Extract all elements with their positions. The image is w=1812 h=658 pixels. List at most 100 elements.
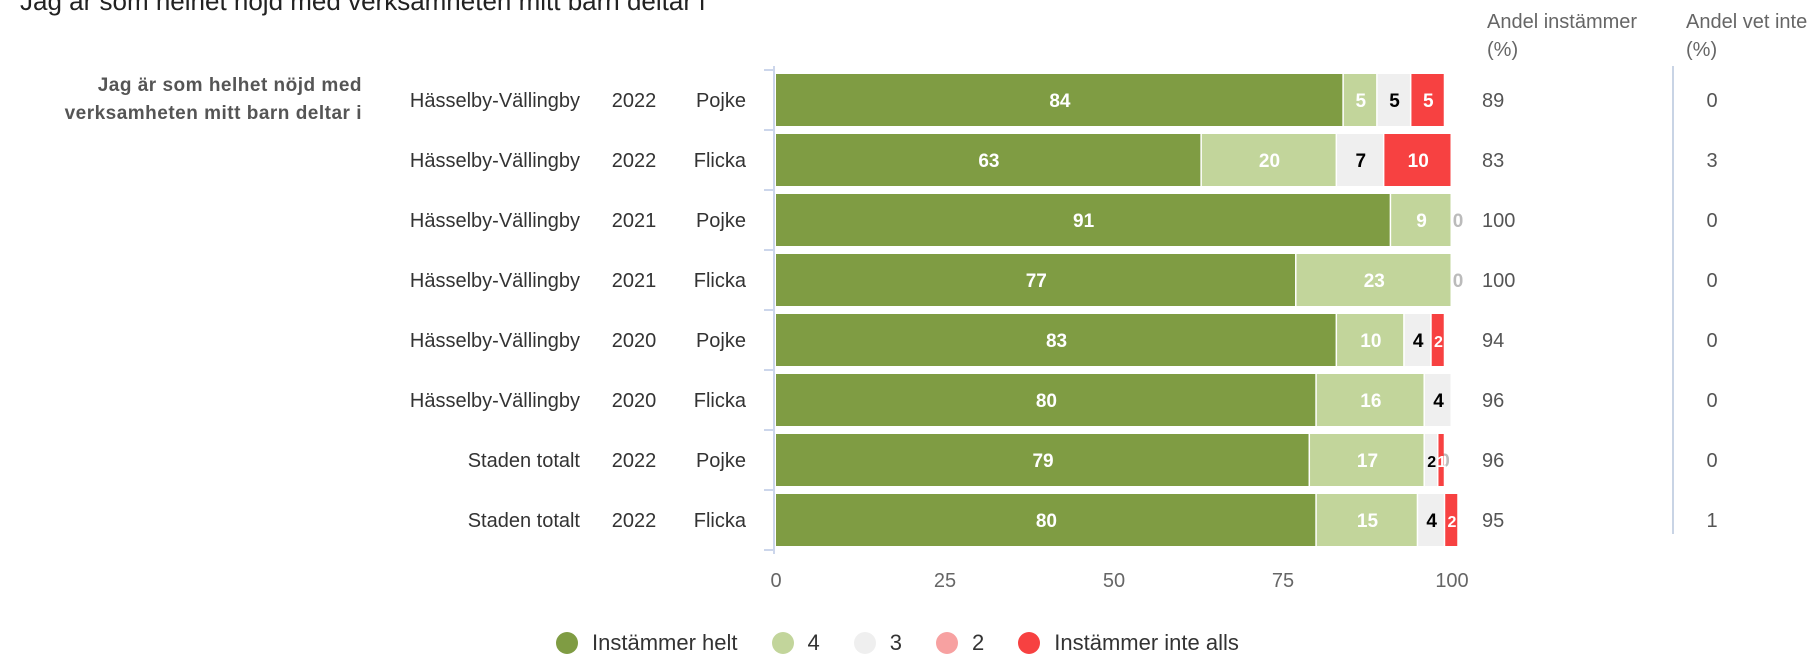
legend-item[interactable]: Instämmer inte alls <box>1018 630 1239 656</box>
row-label-year: 2021 <box>612 270 657 292</box>
bar-data-label: 4 <box>1413 331 1424 352</box>
bar-segment <box>1310 434 1424 486</box>
bar-segment <box>1424 374 1451 426</box>
row-label-area: Hässelby-Vällingby <box>410 330 580 352</box>
legend-item[interactable]: 2 <box>936 630 984 656</box>
bar-data-label: 2 <box>1434 334 1443 351</box>
row-label-gender: Flicka <box>694 270 747 292</box>
dont-know-value: 0 <box>1706 330 1717 352</box>
agree-value: 100 <box>1482 210 1515 232</box>
legend-item[interactable]: Instämmer helt <box>556 630 738 656</box>
row-label-gender: Flicka <box>694 510 747 532</box>
bar-data-label: 2 <box>1448 514 1457 531</box>
bar-data-label: 80 <box>1036 511 1057 532</box>
row-label-area: Hässelby-Vällingby <box>410 150 580 172</box>
bar-data-label: 79 <box>1032 451 1053 472</box>
bar-data-label: 4 <box>1433 391 1444 412</box>
bar-data-label: 0 <box>1439 451 1450 472</box>
bar-segment <box>1377 74 1410 126</box>
bar-segment <box>776 134 1201 186</box>
bar-data-label: 0 <box>1453 211 1464 232</box>
question-label: Jag är som helhet nöjd med verksamheten … <box>64 75 362 124</box>
legend-item[interactable]: 3 <box>853 630 902 656</box>
bar-segment <box>1391 194 1451 246</box>
row-label-area: Hässelby-Vällingby <box>410 210 580 232</box>
bar-segment <box>776 194 1390 246</box>
row-label-area: Staden totalt <box>468 510 581 532</box>
row-label-gender: Pojke <box>696 210 746 232</box>
row-label-year: 2020 <box>612 330 657 352</box>
stacked-bar-chart: Hässelby-Vällingby2022Pojke845505890Häss… <box>410 66 1718 592</box>
bar-segment <box>1438 434 1444 486</box>
bar-data-label: 10 <box>1408 151 1429 172</box>
bar-data-label: 83 <box>1046 331 1067 352</box>
header-agree: Andel instämmer (%) <box>1487 11 1638 61</box>
legend-label: Instämmer inte alls <box>1054 630 1239 655</box>
dont-know-value: 0 <box>1706 270 1717 292</box>
bar-data-label: 17 <box>1357 451 1378 472</box>
legend: Instämmer helt 4 3 2 Instämmer inte alls <box>556 628 1273 658</box>
legend-dot-icon <box>556 632 578 654</box>
bar-segment <box>776 74 1343 126</box>
legend-item[interactable]: 4 <box>771 630 820 656</box>
bar-data-label: 10 <box>1360 331 1381 352</box>
agree-value: 94 <box>1482 330 1504 352</box>
agree-value: 89 <box>1482 90 1504 112</box>
bar-segment <box>1431 314 1444 366</box>
bar-segment <box>776 434 1309 486</box>
x-tick-label: 0 <box>770 570 781 592</box>
legend-dot-icon <box>771 632 794 654</box>
row-label-gender: Pojke <box>696 330 746 352</box>
bar-data-label: 23 <box>1364 271 1385 292</box>
bar-segment <box>776 254 1296 306</box>
bar-segment <box>1445 494 1458 546</box>
bar-segment <box>1411 74 1444 126</box>
bar-segment <box>776 494 1316 546</box>
bar-data-label: 63 <box>978 151 999 172</box>
bar-segment <box>1316 494 1417 546</box>
row-label-year: 2020 <box>612 390 657 412</box>
bar-data-label: 1 <box>1437 454 1446 471</box>
legend-dot-icon <box>853 632 876 654</box>
bar-data-label: 5 <box>1389 91 1400 112</box>
bar-data-label: 7 <box>1355 151 1366 172</box>
row-label-year: 2022 <box>612 150 657 172</box>
x-tick-label: 100 <box>1435 570 1468 592</box>
legend-dot-icon <box>1018 632 1041 654</box>
bar-segment <box>1404 314 1431 366</box>
x-tick-label: 25 <box>934 570 956 592</box>
dont-know-value: 0 <box>1706 450 1717 472</box>
legend-dot-icon <box>936 632 958 654</box>
x-tick-label: 75 <box>1272 570 1294 592</box>
row-label-gender: Pojke <box>696 450 746 472</box>
header-dont-know: Andel vet inte (%) <box>1686 11 1808 61</box>
dont-know-value: 0 <box>1706 210 1717 232</box>
row-label-area: Hässelby-Vällingby <box>410 390 580 412</box>
dont-know-value: 1 <box>1706 510 1717 532</box>
bar-segment <box>1424 434 1437 486</box>
bar-segment <box>1316 374 1424 426</box>
bar-segment <box>1343 74 1377 126</box>
bar-segment <box>776 374 1316 426</box>
bar-segment <box>1296 254 1451 306</box>
legend-label: Instämmer helt <box>592 630 738 655</box>
bar-segment <box>1418 494 1444 546</box>
bar-segment <box>1384 134 1451 186</box>
row-label-area: Staden totalt <box>468 450 581 472</box>
bar-data-label: 4 <box>1426 511 1437 532</box>
legend-label: 4 <box>807 630 820 655</box>
row-label-year: 2021 <box>612 210 657 232</box>
row-label-year: 2022 <box>612 90 657 112</box>
bar-data-label: 9 <box>1416 211 1427 232</box>
bar-segment <box>1201 134 1336 186</box>
bar-data-label: 0 <box>1453 271 1464 292</box>
legend-label: 3 <box>889 630 902 655</box>
agree-value: 96 <box>1482 390 1504 412</box>
row-label-gender: Pojke <box>696 90 746 112</box>
row-label-year: 2022 <box>612 510 657 532</box>
bar-data-label: 2 <box>1427 454 1436 471</box>
bar-segment <box>1337 134 1383 186</box>
bar-segment <box>1337 314 1404 366</box>
agree-value: 83 <box>1482 150 1504 172</box>
bar-data-label: 15 <box>1357 511 1379 532</box>
